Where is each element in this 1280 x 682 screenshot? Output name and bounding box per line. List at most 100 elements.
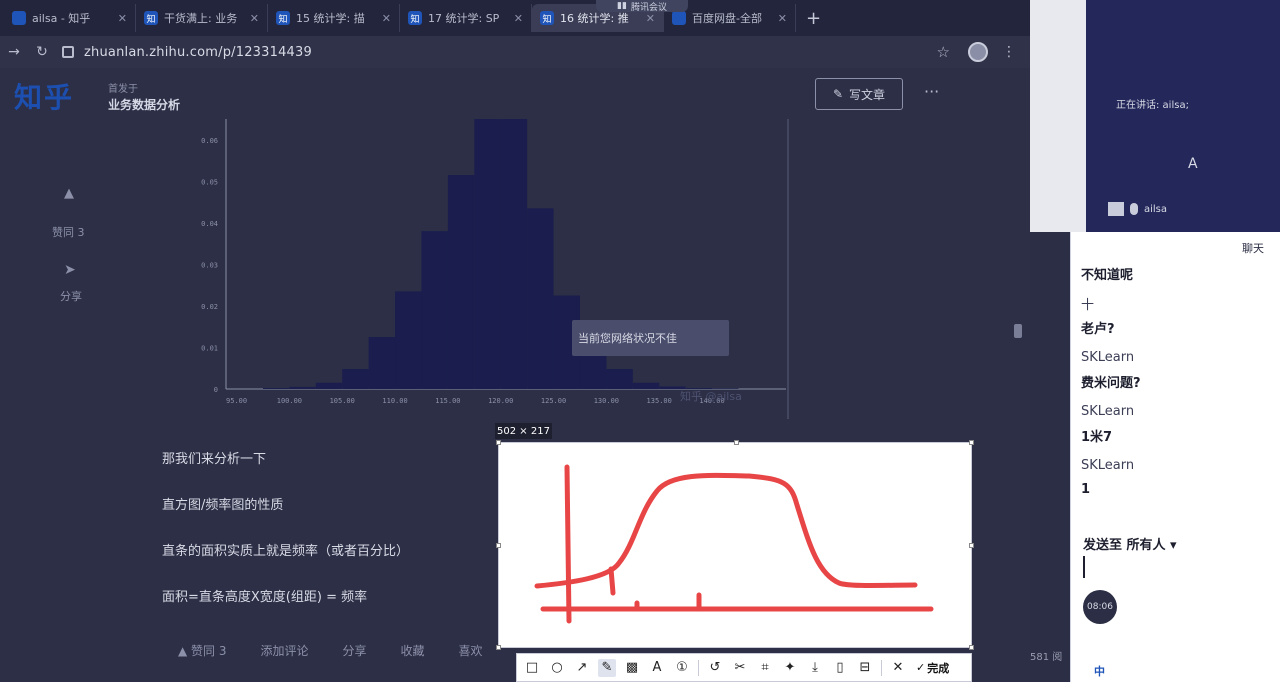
resize-handle[interactable] (734, 440, 739, 445)
arrow-tool-icon[interactable]: ↗ (576, 660, 588, 675)
tab-favicon-icon: 知 (408, 11, 422, 25)
action-collect[interactable]: 收藏 (400, 644, 425, 658)
rectangle-tool-icon[interactable]: □ (525, 660, 539, 675)
tab-title: ailsa - 知乎 (32, 12, 91, 25)
write-article-button[interactable]: ✎ 写文章 (815, 78, 903, 110)
pin-icon[interactable]: ✦ (784, 660, 796, 675)
chat-message: 1 (1081, 482, 1091, 497)
upvote-icon[interactable]: ▲ (64, 186, 74, 201)
browser-menu-icon[interactable]: ⋮ (1002, 44, 1016, 60)
cut-icon[interactable]: ✂ (734, 660, 746, 675)
resize-handle[interactable] (496, 440, 501, 445)
chat-input-caret[interactable] (1083, 556, 1085, 578)
number-tool-icon[interactable]: ① (676, 660, 688, 675)
tab-favicon-icon: 知 (540, 11, 554, 25)
view-count: 581 阅 (1030, 652, 1063, 663)
tab-close-icon[interactable]: ✕ (381, 11, 391, 25)
column-author-label: 首发于 (108, 84, 138, 95)
upvote-count[interactable]: 赞同 3 (52, 226, 85, 239)
histogram-bar (447, 175, 475, 389)
histogram-bar (659, 386, 686, 389)
more-options-icon[interactable]: ··· (924, 82, 940, 101)
action-comment[interactable]: 添加评论 (260, 644, 309, 658)
tab-title: 干货满上: 业务 (164, 12, 238, 25)
action-upvote[interactable]: ▲ 赞同 3 (178, 644, 227, 658)
lock-icon[interactable] (62, 46, 74, 58)
drawn-y-axis (564, 464, 572, 624)
share-icon[interactable]: ➤ (64, 262, 76, 278)
x-tick-label: 100.00 (277, 397, 302, 405)
chat-message: 老卢? (1081, 322, 1115, 337)
histogram-bar (395, 291, 422, 389)
scrollbar-thumb[interactable] (1014, 324, 1022, 338)
write-article-label: 写文章 (849, 87, 886, 102)
article-action-bar: ▲ 赞同 3 添加评论 分享 收藏 喜欢 (178, 642, 483, 659)
histogram-bar (606, 369, 633, 389)
histogram-bar (342, 369, 369, 389)
reload-icon[interactable]: ↻ (36, 44, 48, 60)
video-off-icon (1108, 202, 1124, 216)
browser-tab[interactable]: 百度网盘-全部 ✕ (664, 4, 796, 32)
tab-close-icon[interactable]: ✕ (513, 11, 523, 25)
paragraph-2: 直方图/频率图的性质 (162, 498, 284, 513)
resize-handle[interactable] (969, 645, 974, 650)
chat-message: 十 (1081, 298, 1095, 313)
send-to-selector[interactable]: 发送至 所有人 ▾ (1083, 538, 1177, 553)
drawn-curve (534, 472, 918, 589)
mosaic-tool-icon[interactable]: ▩ (625, 660, 639, 675)
speaking-indicator: 正在讲话: ailsa; (1116, 100, 1189, 111)
chat-message: 不知道呢 (1081, 268, 1134, 283)
input-method-indicator[interactable]: 中 (1094, 665, 1105, 678)
browser-tab[interactable]: 知 17 统计学: SP ✕ (400, 4, 532, 32)
pen-tool-icon[interactable]: ✎ (598, 658, 616, 677)
undo-icon[interactable]: ↺ (709, 660, 721, 675)
done-button[interactable]: ✓ 完成 (916, 660, 949, 676)
column-name[interactable]: 业务数据分析 (108, 98, 181, 112)
crop-icon[interactable]: ⌗ (761, 660, 769, 675)
tab-close-icon[interactable]: ✕ (249, 11, 259, 25)
resize-handle[interactable] (496, 645, 501, 650)
resize-handle[interactable] (969, 543, 974, 548)
chat-message: SKLearn (1081, 350, 1135, 365)
share-label[interactable]: 分享 (60, 290, 82, 303)
profile-avatar[interactable] (968, 42, 988, 62)
participant-row: ailsa (1108, 202, 1167, 216)
bookmark-icon[interactable]: ⊟ (859, 660, 871, 675)
participant-avatar: A (1188, 156, 1198, 172)
histogram-bar (685, 388, 713, 389)
close-icon[interactable]: ✕ (892, 660, 904, 675)
annotation-canvas[interactable] (496, 440, 974, 650)
forward-icon[interactable]: → (8, 44, 20, 60)
x-tick-label: 130.00 (594, 397, 619, 405)
browser-tab[interactable]: 知 15 统计学: 描 ✕ (268, 4, 400, 32)
histogram-bar (262, 388, 290, 389)
system-tray: 中 (1090, 660, 1280, 682)
url-field[interactable]: zhuanlan.zhihu.com/p/123314439 (84, 44, 312, 60)
action-like[interactable]: 喜欢 (458, 644, 483, 658)
x-tick-label: 125.00 (541, 397, 566, 405)
capture-size-badge: 502 × 217 (495, 423, 552, 439)
tab-title: 17 统计学: SP (428, 12, 500, 25)
y-tick-label: 0.06 (201, 137, 218, 145)
resize-handle[interactable] (496, 543, 501, 548)
new-tab-icon[interactable]: + (806, 7, 822, 29)
browser-tab[interactable]: ailsa - 知乎 ✕ (4, 4, 136, 32)
tab-close-icon[interactable]: ✕ (117, 11, 127, 25)
tab-close-icon[interactable]: ✕ (777, 11, 787, 25)
resize-handle[interactable] (969, 440, 974, 445)
bookmark-star-icon[interactable]: ☆ (936, 43, 950, 61)
browser-tab[interactable]: 知干货满上: 业务 ✕ (136, 4, 268, 32)
tab-close-icon[interactable]: ✕ (645, 11, 655, 25)
paragraph-3: 直条的面积实质上就是频率（或者百分比） (162, 544, 410, 559)
download-icon[interactable]: ⤓ (812, 660, 818, 675)
histogram-bar (632, 382, 660, 389)
tab-title: 百度网盘-全部 (692, 12, 762, 25)
y-tick-label: 0.02 (201, 303, 218, 311)
toolbar-divider (698, 659, 699, 676)
text-tool-icon[interactable]: A (652, 660, 662, 675)
meeting-indicator[interactable]: ▮▮ 腾讯会议 (596, 0, 688, 13)
zhihu-logo[interactable]: 知乎 (14, 81, 75, 114)
copy-icon[interactable]: ▯ (836, 660, 844, 675)
ellipse-tool-icon[interactable]: ○ (551, 660, 563, 675)
action-share[interactable]: 分享 (342, 644, 367, 658)
